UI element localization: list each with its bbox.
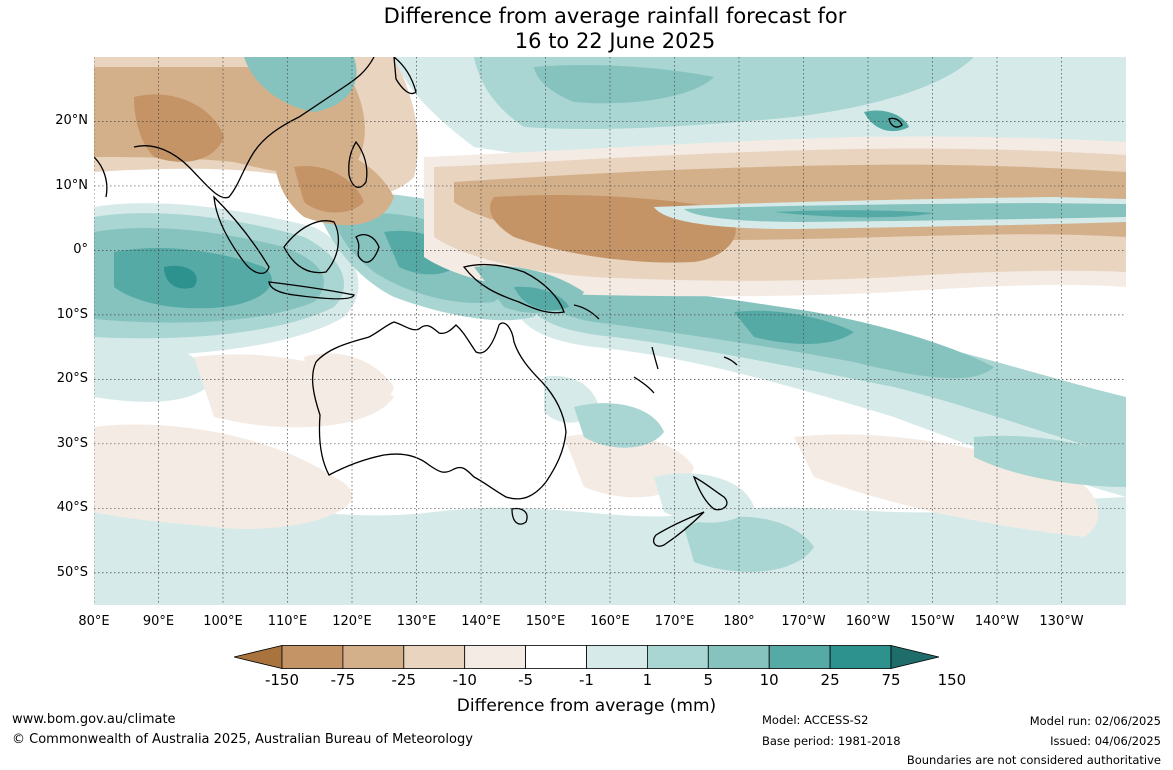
longitude-label: 130°W bbox=[1039, 614, 1084, 629]
colorbar-tick-label: -25 bbox=[391, 671, 417, 689]
gridlines bbox=[94, 57, 1126, 605]
colorbar-segment bbox=[646, 645, 709, 669]
colorbar-segment bbox=[234, 645, 283, 669]
indochina-coast bbox=[133, 57, 375, 199]
colorbar-segment bbox=[464, 645, 526, 669]
wet-east-pacific-south bbox=[974, 435, 1126, 487]
map-canvas bbox=[94, 57, 1126, 605]
colorbar-tick-label: -75 bbox=[330, 671, 356, 689]
anomaly-fields bbox=[94, 57, 1126, 605]
new-guinea-coast bbox=[462, 263, 565, 314]
latitude-label: 20°N bbox=[55, 113, 88, 129]
issued-date: Issued: 04/06/2025 bbox=[1050, 734, 1161, 748]
latitude-label: 30°S bbox=[56, 435, 88, 451]
wet-region-indian-peak bbox=[164, 265, 197, 289]
colorbar-label: Difference from average (mm) bbox=[456, 696, 717, 716]
colorbar-tick-label: 5 bbox=[703, 671, 714, 689]
colorbar-segment bbox=[281, 645, 344, 669]
sumatra-coast bbox=[213, 195, 270, 274]
colorbar-tick-label: 1 bbox=[642, 671, 653, 689]
dry-patch-southwest-light bbox=[94, 424, 353, 529]
tasmania-coast bbox=[511, 507, 528, 525]
colorbar-segment bbox=[829, 645, 892, 669]
latitude-label: 0° bbox=[73, 242, 88, 258]
wet-equatorial-strip-core bbox=[774, 210, 934, 218]
colorbar-tick-label: -5 bbox=[518, 671, 534, 689]
colorbar-tick-label: 10 bbox=[759, 671, 779, 689]
longitude-label: 80°E bbox=[78, 614, 110, 629]
fiji bbox=[723, 356, 738, 366]
map-title: Difference from average rainfall forecas… bbox=[0, 4, 1173, 54]
latitude-label: 10°N bbox=[55, 177, 88, 193]
wet-north-pacific-core bbox=[534, 65, 714, 104]
new-caledonia bbox=[633, 376, 655, 394]
borneo-coast bbox=[283, 220, 340, 274]
longitude-label: 150°W bbox=[910, 614, 955, 629]
copyright: © Commonwealth of Australia 2025, Austra… bbox=[12, 732, 473, 747]
solomon-islands bbox=[573, 304, 600, 320]
wet-band-spcz-light bbox=[514, 304, 1126, 497]
longitude-label: 160°E bbox=[590, 614, 630, 629]
colorbar-segment bbox=[525, 645, 587, 669]
india-coast bbox=[94, 156, 108, 198]
coastlines bbox=[94, 57, 903, 547]
colorbar-segment bbox=[403, 645, 466, 669]
longitude-label: 90°E bbox=[142, 614, 175, 629]
title-line-2: 16 to 22 June 2025 bbox=[514, 29, 716, 53]
longitude-label: 170°W bbox=[781, 614, 826, 629]
website-link[interactable]: www.bom.gov.au/climate bbox=[12, 712, 176, 727]
new-zealand-north-coast bbox=[692, 475, 728, 511]
colorbar-segment bbox=[707, 645, 770, 669]
colorbar-tick-label: -10 bbox=[452, 671, 477, 689]
longitude-label: 150°E bbox=[525, 614, 566, 629]
longitude-label: 100°E bbox=[203, 614, 243, 629]
colorbar-tick-label: 75 bbox=[881, 671, 901, 689]
colorbar-segment bbox=[768, 645, 831, 669]
dry-region-indochina bbox=[134, 94, 224, 162]
wet-patch-south-pacific bbox=[684, 516, 814, 572]
base-period: Base period: 1981-2018 bbox=[762, 734, 901, 748]
australia-coast bbox=[311, 321, 567, 500]
dry-philippine-sea-core bbox=[294, 166, 364, 213]
colorbar-tick-label: 25 bbox=[820, 671, 840, 689]
colorbar-tick-label: -1 bbox=[579, 671, 594, 689]
vanuatu bbox=[651, 346, 659, 370]
colorbar-segment bbox=[890, 645, 939, 669]
model-name: Model: ACCESS-S2 bbox=[762, 713, 869, 727]
longitude-label: 180° bbox=[723, 614, 755, 629]
colorbar-segment bbox=[342, 645, 405, 669]
japan-coast bbox=[393, 57, 417, 95]
longitude-label: 120°E bbox=[332, 614, 372, 629]
philippines-coast bbox=[348, 140, 368, 188]
wet-band-spcz bbox=[524, 294, 1126, 457]
wet-spcz-strong bbox=[734, 310, 854, 344]
longitude-label: 140°E bbox=[461, 614, 501, 629]
sulawesi-coast bbox=[355, 234, 380, 263]
colorbar-tick-label: 150 bbox=[937, 671, 967, 689]
boundary-disclaimer: Boundaries are not considered authoritat… bbox=[906, 753, 1161, 767]
wet-south-china-sea bbox=[244, 57, 357, 112]
latitude-label: 50°S bbox=[56, 564, 88, 580]
model-run: Model run: 02/06/2025 bbox=[1029, 714, 1161, 728]
latitude-label: 20°S bbox=[56, 371, 88, 387]
colorbar-tick-label: -150 bbox=[264, 671, 300, 689]
rainfall-anomaly-map bbox=[94, 57, 1126, 605]
new-zealand-south-coast bbox=[652, 511, 705, 547]
hawaii-islands bbox=[888, 117, 903, 128]
longitude-label: 130°E bbox=[396, 614, 437, 629]
latitude-label: 40°S bbox=[56, 500, 88, 516]
colorbar-segment bbox=[586, 645, 648, 669]
longitude-label: 170°E bbox=[654, 614, 695, 629]
latitude-label: 10°S bbox=[56, 306, 88, 322]
title-line-1: Difference from average rainfall forecas… bbox=[383, 4, 847, 28]
wet-coral-sea bbox=[574, 403, 664, 448]
colorbar bbox=[234, 645, 939, 669]
dry-australia-west bbox=[304, 353, 394, 418]
longitude-label: 140°W bbox=[974, 614, 1020, 629]
longitude-label: 110°E bbox=[267, 614, 308, 629]
wet-hawaii bbox=[864, 110, 909, 132]
wet-melanesia-core bbox=[514, 286, 569, 311]
java-coast bbox=[268, 281, 355, 300]
longitude-label: 160°W bbox=[845, 614, 891, 629]
